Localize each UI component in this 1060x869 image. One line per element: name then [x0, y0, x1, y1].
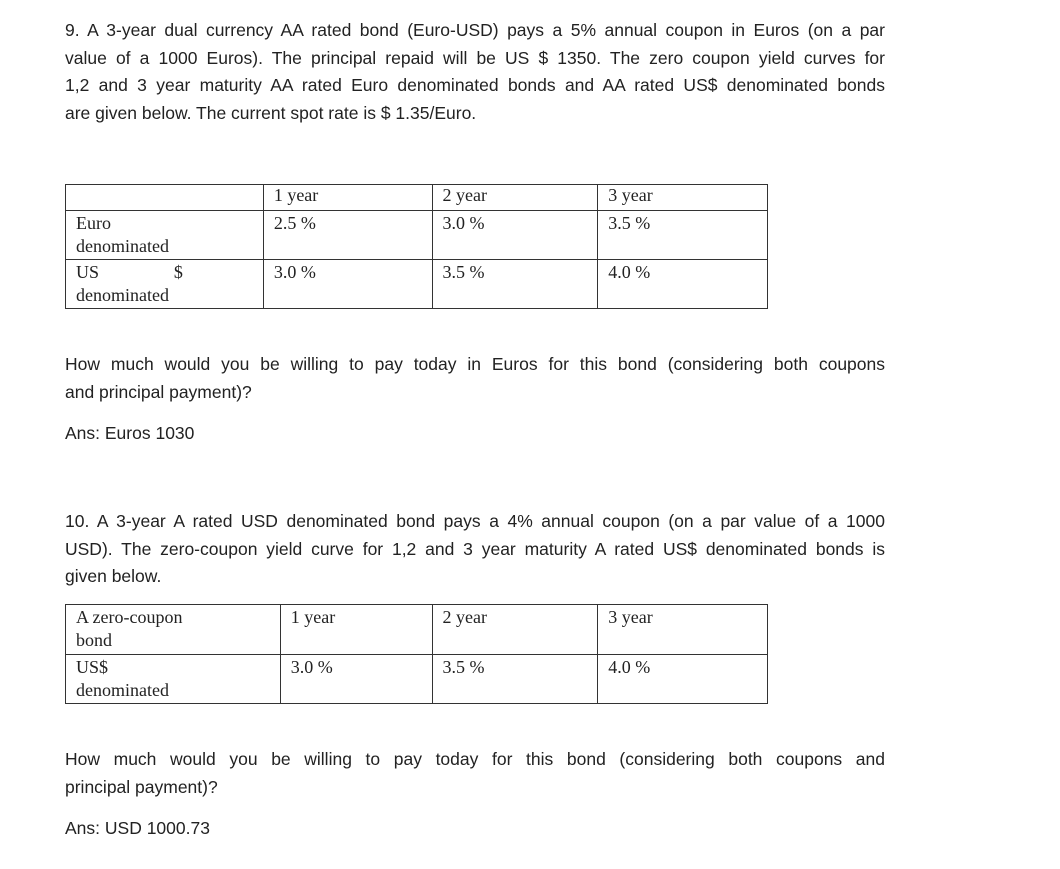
table-cell: 3.5 % — [597, 210, 768, 260]
text-line: are given below. The current spot rate i… — [65, 103, 477, 124]
text-line: value of a 1000 Euros). The principal re… — [65, 47, 885, 68]
text-line: USD). The zero-coupon yield curve for 1,… — [65, 538, 885, 559]
table-cell: 1 year — [279, 604, 433, 655]
table-cell: 2 year — [431, 184, 599, 211]
text-line: 10. A 3-year A rated USD denominated bon… — [65, 511, 885, 531]
table-cell: 3.0 % — [431, 210, 599, 260]
table-row: Euro denominated 2.5 % 3.0 % 3.5 % — [65, 210, 768, 260]
table-cell: 3.0 % — [262, 259, 433, 309]
text-line: 9. A 3-year dual currency AA rated bond … — [65, 20, 885, 40]
row-label-line: US$ — [76, 657, 109, 677]
table-cell: 2 year — [431, 604, 599, 655]
row-label: US $denominated — [65, 259, 264, 309]
table-cell — [65, 184, 264, 211]
q9-yield-table: 1 year 2 year 3 year Euro denominated 2.5… — [65, 184, 768, 309]
row-label: US$ denominated — [65, 654, 281, 704]
table-header-row: 1 year 2 year 3 year — [65, 184, 768, 211]
row-label-line: bond — [76, 630, 112, 650]
q9-statement: 9. A 3-year dual currency AA rated bond … — [65, 17, 885, 128]
table-cell: 3 year — [597, 184, 768, 211]
text-line: and principal payment)? — [65, 381, 252, 402]
q10-yield-table: A zero-coupon bond 1 year 2 year 3 year U… — [65, 604, 768, 704]
row-label-line: US — [76, 262, 100, 282]
text-line: How much would you be willing to pay tod… — [65, 354, 885, 374]
text-line: 1,2 and 3 year maturity AA rated Euro de… — [65, 75, 885, 96]
q10-question: How much would you be willing to pay tod… — [65, 746, 885, 801]
table-header-row: A zero-coupon bond 1 year 2 year 3 year — [65, 604, 768, 655]
row-label-line: denominated — [76, 680, 169, 700]
row-label-line: A zero-coupon — [76, 607, 183, 627]
table-cell: 4.0 % — [597, 654, 768, 704]
q10-statement: 10. A 3-year A rated USD denominated bon… — [65, 508, 885, 591]
text-line: principal payment)? — [65, 776, 218, 797]
row-label-line: denominated — [76, 236, 169, 256]
q10-answer: Ans: USD 1000.73 — [65, 818, 210, 838]
q9-question: How much would you be willing to pay tod… — [65, 351, 885, 406]
table-cell: 2.5 % — [262, 210, 433, 260]
table-cell: 3.5 % — [431, 654, 599, 704]
q9-answer: Ans: Euros 1030 — [65, 423, 195, 443]
table-cell: 3 year — [597, 604, 768, 655]
row-label: A zero-coupon bond — [65, 604, 281, 655]
text-line: given below. — [65, 566, 162, 587]
row-label: Euro denominated — [65, 210, 264, 260]
text-line: How much would you be willing to pay tod… — [65, 749, 885, 769]
table-cell: 1 year — [262, 184, 433, 211]
table-cell: 3.0 % — [279, 654, 433, 704]
row-label-line: $ — [173, 262, 183, 282]
row-label-line: denominated — [76, 285, 169, 305]
table-row: US $denominated 3.0 % 3.5 % 4.0 % — [65, 259, 768, 309]
table-cell: 3.5 % — [431, 259, 599, 309]
row-label-line: Euro — [76, 213, 111, 233]
table-row: US$ denominated 3.0 % 3.5 % 4.0 % — [65, 654, 768, 704]
table-cell: 4.0 % — [597, 259, 768, 309]
